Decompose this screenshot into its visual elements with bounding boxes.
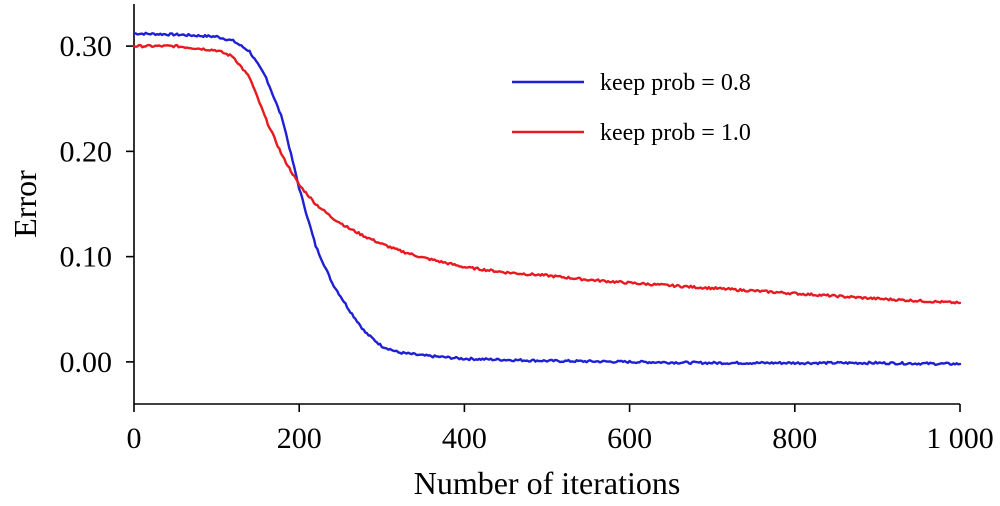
- x-tick-label: 0: [127, 422, 142, 455]
- x-tick-label: 1 000: [926, 422, 994, 455]
- series-line-1: [132, 31, 962, 366]
- x-axis-title: Number of iterations: [414, 465, 681, 501]
- x-tick-label: 400: [442, 422, 487, 455]
- legend-label-1: keep prob = 0.8: [600, 70, 751, 96]
- ticks: 0 200 400 600 800 1 000 0.00 0.10 0.20 0.30: [60, 30, 994, 455]
- x-tick-label: 200: [277, 422, 322, 455]
- legend: keep prob = 0.8 keep prob = 1.0: [512, 70, 751, 146]
- y-tick-label: 0.10: [60, 241, 113, 274]
- x-tick-label: 600: [607, 422, 652, 455]
- axes: [133, 4, 960, 405]
- y-tick-label: 0.30: [60, 30, 113, 63]
- x-tick-label: 800: [772, 422, 817, 455]
- y-tick-label: 0.20: [60, 135, 113, 168]
- y-tick-label: 0.00: [60, 346, 113, 379]
- y-axis-title: Error: [7, 170, 43, 238]
- legend-label-2: keep prob = 1.0: [600, 120, 751, 146]
- series-layer: [132, 31, 962, 366]
- series-line-2: [132, 43, 962, 305]
